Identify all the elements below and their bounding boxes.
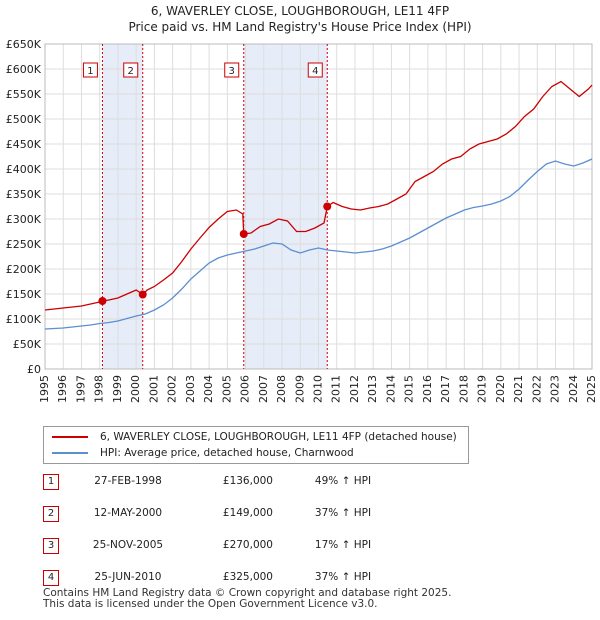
x-tick-label: 2007 bbox=[257, 375, 270, 403]
chart-title: 6, WAVERLEY CLOSE, LOUGHBOROUGH, LE11 4F… bbox=[150, 4, 450, 18]
sale-point bbox=[138, 290, 147, 299]
sale-row: 2 12-MAY-2000 £149,000 37% ↑ HPI bbox=[43, 506, 543, 522]
sale-price: £136,000 bbox=[222, 475, 273, 487]
sale-price: £270,000 bbox=[222, 539, 273, 551]
x-tick-label: 2002 bbox=[166, 375, 179, 403]
sale-badge bbox=[123, 62, 139, 78]
legend-swatch-hpi bbox=[52, 452, 88, 454]
x-tick-label: 2009 bbox=[293, 375, 306, 403]
x-tick-label: 2019 bbox=[476, 375, 489, 403]
y-tick-label: £200K bbox=[6, 263, 42, 276]
y-tick-label: £250K bbox=[6, 238, 42, 251]
y-tick-label: £450K bbox=[6, 138, 42, 151]
chart-subtitle: Price paid vs. HM Land Registry's House … bbox=[128, 20, 472, 34]
x-tick-label: 2010 bbox=[312, 375, 325, 403]
x-tick-label: 2022 bbox=[530, 375, 543, 403]
x-tick-label: 2024 bbox=[567, 375, 580, 403]
x-tick-label: 2006 bbox=[239, 375, 252, 403]
x-tick-label: 2014 bbox=[384, 375, 397, 403]
sale-number-badge: 3 bbox=[43, 538, 59, 554]
x-tick-label: 2013 bbox=[366, 375, 379, 403]
x-tick-label: 1997 bbox=[74, 375, 87, 403]
sale-price: £325,000 bbox=[222, 571, 273, 583]
sale-point bbox=[323, 202, 332, 211]
sale-badge-label: 4 bbox=[312, 66, 318, 77]
footer-licence: This data is licensed under the Open Gov… bbox=[43, 598, 378, 610]
sale-badge bbox=[307, 62, 323, 78]
sale-badge-label: 2 bbox=[128, 66, 134, 77]
footer-copyright: Contains HM Land Registry data © Crown c… bbox=[43, 587, 452, 599]
price-chart: £0 £50K £100K £150K £200K £250K £300K £350K £400… bbox=[6, 38, 598, 403]
sale-badge bbox=[82, 62, 98, 78]
y-tick-label: £50K bbox=[13, 338, 42, 351]
x-tick-label: 2018 bbox=[457, 375, 470, 403]
legend: 6, WAVERLEY CLOSE, LOUGHBOROUGH, LE11 4F… bbox=[43, 426, 469, 464]
sale-row: 3 25-NOV-2005 £270,000 17% ↑ HPI bbox=[43, 538, 543, 554]
x-tick-label: 1999 bbox=[111, 375, 124, 403]
x-tick-label: 1995 bbox=[38, 375, 51, 403]
x-tick-label: 2003 bbox=[184, 375, 197, 403]
x-tick-label: 2023 bbox=[549, 375, 562, 403]
legend-item-hpi: HPI: Average price, detached house, Char… bbox=[52, 445, 354, 461]
legend-swatch-property bbox=[52, 436, 88, 438]
y-tick-label: £400K bbox=[6, 163, 42, 176]
sale-row: 1 27-FEB-1998 £136,000 49% ↑ HPI bbox=[43, 474, 543, 490]
sale-badge bbox=[224, 62, 240, 78]
x-tick-label: 2017 bbox=[439, 375, 452, 403]
y-tick-label: £150K bbox=[6, 288, 42, 301]
y-tick-label: £650K bbox=[6, 38, 42, 51]
sale-number-badge: 4 bbox=[43, 570, 59, 586]
x-tick-label: 2001 bbox=[147, 375, 160, 403]
sale-point bbox=[239, 230, 248, 238]
x-tick-label: 2020 bbox=[494, 375, 507, 403]
hpi-line bbox=[44, 158, 593, 330]
sale-date: 27-FEB-1998 bbox=[94, 475, 162, 487]
legend-label-property: 6, WAVERLEY CLOSE, LOUGHBOROUGH, LE11 4F… bbox=[100, 431, 457, 443]
legend-label-hpi: HPI: Average price, detached house, Char… bbox=[100, 447, 354, 459]
y-tick-label: £550K bbox=[6, 88, 42, 101]
sale-date: 25-JUN-2010 bbox=[94, 571, 162, 583]
sale-badge-label: 1 bbox=[87, 66, 93, 77]
sale-row: 4 25-JUN-2010 £325,000 37% ↑ HPI bbox=[43, 570, 543, 586]
sale-price: £149,000 bbox=[222, 507, 273, 519]
y-tick-label: £100K bbox=[6, 313, 42, 326]
y-tick-label: £350K bbox=[6, 188, 42, 201]
x-tick-label: 2008 bbox=[275, 375, 288, 403]
sale-point bbox=[98, 297, 107, 305]
footer: Contains HM Land Registry data © Crown c… bbox=[43, 588, 451, 610]
x-tick-label: 1996 bbox=[56, 375, 69, 403]
x-tick-label: 1998 bbox=[93, 375, 106, 403]
x-tick-label: 2012 bbox=[348, 375, 361, 403]
sale-date: 25-NOV-2005 bbox=[92, 539, 164, 551]
sale-number-badge: 2 bbox=[43, 506, 59, 522]
y-tick-label: £300K bbox=[6, 213, 42, 226]
x-tick-label: 2004 bbox=[202, 375, 215, 403]
x-tick-label: 2005 bbox=[220, 375, 233, 403]
y-tick-label: £600K bbox=[6, 63, 42, 76]
sale-hpi-change: 17% ↑ HPI bbox=[314, 539, 372, 551]
sale-date: 12-MAY-2000 bbox=[93, 507, 163, 519]
y-tick-label: £0 bbox=[27, 363, 41, 376]
sale-hpi-change: 49% ↑ HPI bbox=[314, 475, 372, 487]
sale-badge-label: 3 bbox=[229, 66, 235, 77]
property-price-line bbox=[44, 80, 593, 311]
sale-number-badge: 1 bbox=[43, 474, 59, 490]
legend-item-property: 6, WAVERLEY CLOSE, LOUGHBOROUGH, LE11 4F… bbox=[52, 429, 457, 445]
x-tick-label: 2011 bbox=[330, 375, 343, 403]
x-tick-label: 2025 bbox=[585, 375, 598, 403]
x-tick-label: 2000 bbox=[129, 375, 142, 403]
ownership-shade bbox=[243, 44, 328, 369]
y-tick-label: £500K bbox=[6, 113, 42, 126]
sale-hpi-change: 37% ↑ HPI bbox=[314, 571, 372, 583]
x-tick-label: 2016 bbox=[421, 375, 434, 403]
x-tick-label: 2015 bbox=[403, 375, 416, 403]
x-tick-label: 2021 bbox=[512, 375, 525, 403]
plot-border bbox=[44, 43, 593, 370]
sale-hpi-change: 37% ↑ HPI bbox=[314, 507, 372, 519]
